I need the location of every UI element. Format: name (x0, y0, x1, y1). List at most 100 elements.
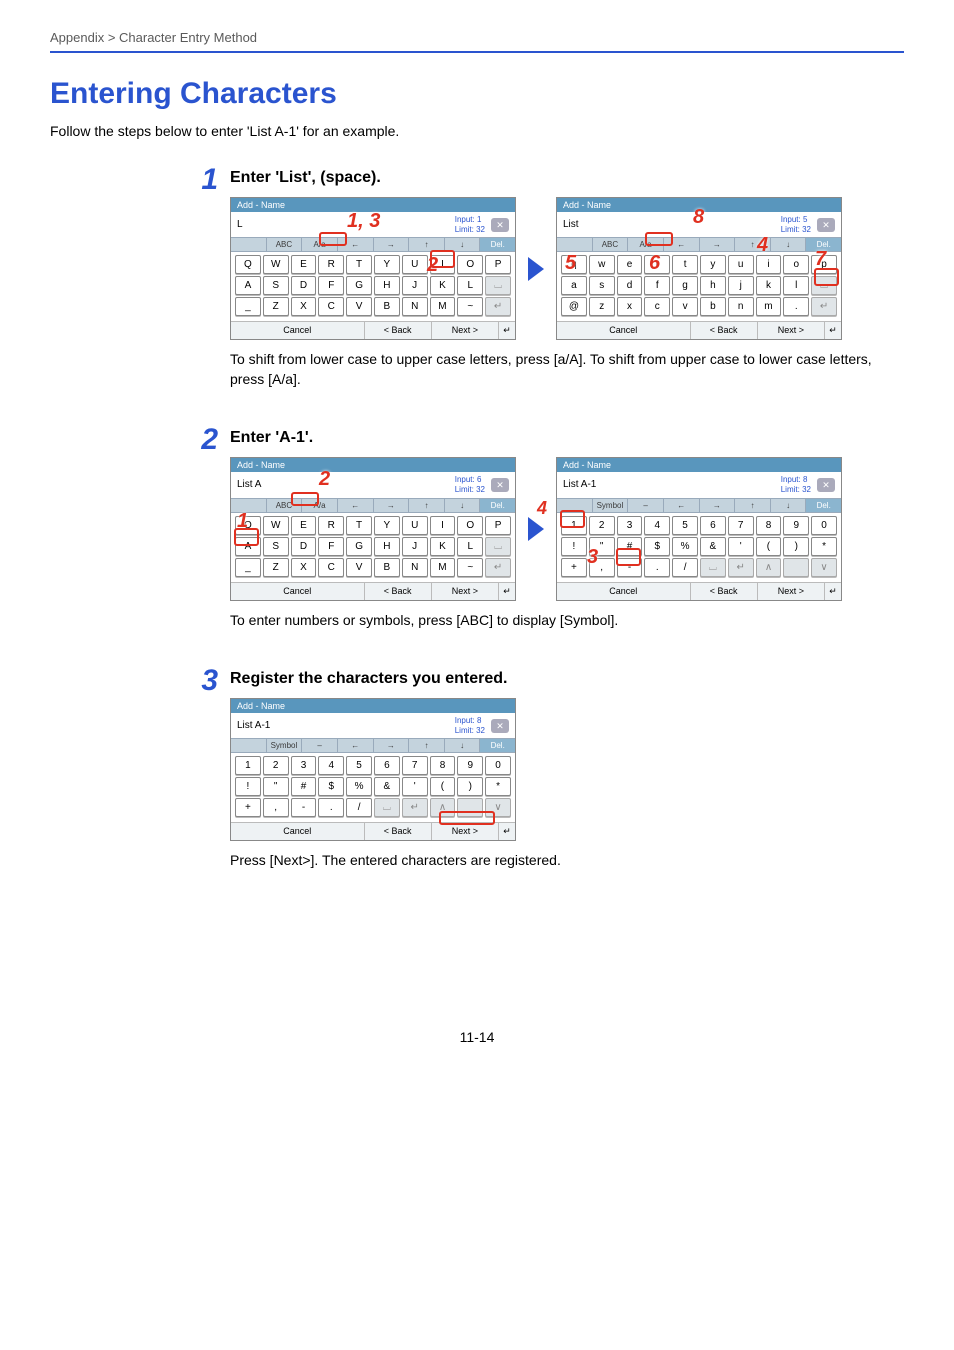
key[interactable]: P (485, 516, 511, 535)
mode-abc[interactable]: ABC (593, 238, 629, 251)
key[interactable]: $ (644, 537, 670, 556)
key[interactable]: @ (561, 297, 587, 316)
key[interactable]: O (457, 516, 483, 535)
key[interactable]: + (561, 558, 587, 577)
delete-button[interactable]: Del. (806, 238, 841, 251)
key[interactable] (457, 798, 483, 817)
cancel-button[interactable]: Cancel (557, 322, 691, 339)
key[interactable]: ↵ (485, 297, 511, 316)
key[interactable]: % (672, 537, 698, 556)
key[interactable]: U (402, 516, 428, 535)
key[interactable]: N (402, 558, 428, 577)
cancel-button[interactable]: Cancel (231, 823, 365, 840)
key[interactable]: A (235, 537, 261, 556)
delete-button[interactable]: Del. (480, 499, 515, 512)
key[interactable]: r (644, 255, 670, 274)
cancel-button[interactable]: Cancel (231, 322, 365, 339)
key[interactable]: ↵ (402, 798, 428, 817)
key[interactable]: D (291, 276, 317, 295)
key[interactable]: & (700, 537, 726, 556)
key[interactable]: B (374, 297, 400, 316)
key[interactable]: G (346, 276, 372, 295)
key[interactable]: o (783, 255, 809, 274)
key[interactable]: ⌴ (700, 558, 726, 577)
key[interactable]: K (430, 276, 456, 295)
key[interactable]: / (672, 558, 698, 577)
close-icon[interactable]: ✕ (491, 218, 509, 232)
key[interactable]: 1 (561, 516, 587, 535)
arrow-down-icon[interactable]: ↓ (771, 499, 807, 512)
arrow-down-icon[interactable]: ↓ (771, 238, 807, 251)
key[interactable]: F (318, 537, 344, 556)
key[interactable]: V (346, 558, 372, 577)
arrow-down-icon[interactable]: ↓ (445, 499, 481, 512)
key[interactable]: 0 (811, 516, 837, 535)
key[interactable]: 5 (672, 516, 698, 535)
key[interactable]: 6 (700, 516, 726, 535)
back-button[interactable]: < Back (365, 322, 432, 339)
key[interactable]: V (346, 297, 372, 316)
key[interactable]: 3 (617, 516, 643, 535)
key[interactable]: p (811, 255, 837, 274)
key[interactable]: ∧ (756, 558, 782, 577)
key[interactable]: " (263, 777, 289, 796)
arrow-left-icon[interactable]: ← (664, 499, 700, 512)
key[interactable]: 4 (644, 516, 670, 535)
key[interactable]: C (318, 297, 344, 316)
key[interactable]: , (263, 798, 289, 817)
key[interactable]: 9 (457, 756, 483, 775)
close-icon[interactable]: ✕ (817, 218, 835, 232)
key[interactable]: ~ (457, 297, 483, 316)
next-button[interactable]: Next > (432, 823, 499, 840)
key[interactable]: Q (235, 516, 261, 535)
key[interactable] (783, 558, 809, 577)
key[interactable]: B (374, 558, 400, 577)
key[interactable]: & (374, 777, 400, 796)
key[interactable]: M (430, 558, 456, 577)
next-button[interactable]: Next > (758, 583, 825, 600)
arrow-left-icon[interactable]: ← (338, 238, 374, 251)
back-button[interactable]: < Back (365, 823, 432, 840)
key[interactable]: u (728, 255, 754, 274)
key[interactable]: E (291, 516, 317, 535)
mode-abc[interactable]: ABC (267, 499, 303, 512)
key[interactable]: H (374, 537, 400, 556)
key[interactable]: Q (235, 255, 261, 274)
key[interactable]: R (318, 516, 344, 535)
key[interactable]: D (291, 537, 317, 556)
key[interactable]: Z (263, 558, 289, 577)
arrow-down-icon[interactable]: ↓ (445, 238, 481, 251)
key[interactable]: X (291, 558, 317, 577)
close-icon[interactable]: ✕ (817, 478, 835, 492)
key[interactable]: 9 (783, 516, 809, 535)
key[interactable]: g (672, 276, 698, 295)
key[interactable]: c (644, 297, 670, 316)
key[interactable]: " (589, 537, 615, 556)
key[interactable]: ⌴ (811, 276, 837, 295)
key[interactable]: i (756, 255, 782, 274)
key[interactable]: L (457, 276, 483, 295)
key[interactable]: F (318, 276, 344, 295)
arrow-up-icon[interactable]: ↑ (735, 499, 771, 512)
cancel-button[interactable]: Cancel (231, 583, 365, 600)
mode-case[interactable]: A/a (302, 238, 338, 251)
enter-icon[interactable]: ↵ (825, 322, 841, 339)
key[interactable]: , (589, 558, 615, 577)
key[interactable]: ) (457, 777, 483, 796)
key[interactable]: j (728, 276, 754, 295)
key[interactable]: h (700, 276, 726, 295)
key[interactable]: ⌴ (485, 276, 511, 295)
key[interactable]: f (644, 276, 670, 295)
arrow-right-icon[interactable]: → (374, 238, 410, 251)
key[interactable]: ) (783, 537, 809, 556)
key[interactable]: ↵ (811, 297, 837, 316)
key[interactable]: . (644, 558, 670, 577)
key[interactable]: ( (756, 537, 782, 556)
mode-symbol[interactable]: Symbol (267, 739, 303, 752)
key[interactable]: ⌴ (374, 798, 400, 817)
key[interactable]: 4 (318, 756, 344, 775)
cancel-button[interactable]: Cancel (557, 583, 691, 600)
key[interactable]: I (430, 255, 456, 274)
key[interactable]: q (561, 255, 587, 274)
arrow-left-icon[interactable]: ← (338, 499, 374, 512)
